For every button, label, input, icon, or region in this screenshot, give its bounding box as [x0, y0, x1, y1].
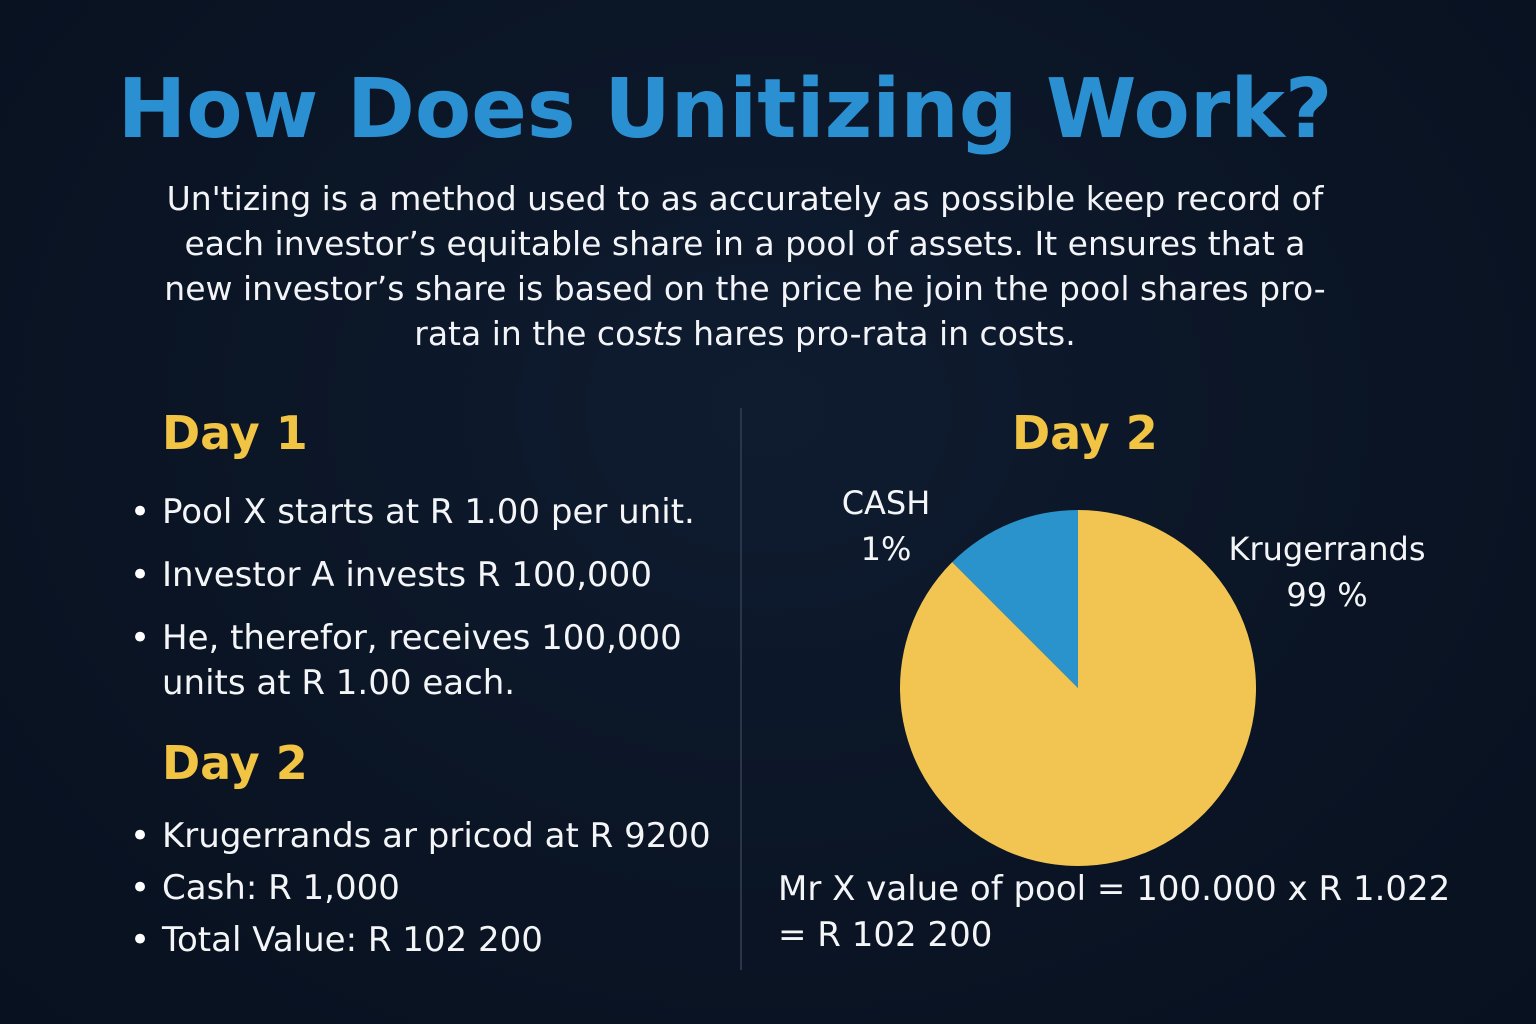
day2-bullet-1: Krugerrands ar pricod at R 9200: [130, 814, 730, 859]
pie-slice-cash: [952, 510, 1078, 688]
column-divider: [740, 408, 742, 970]
slice-label-krugerrands: Krugerrands 99 %: [1222, 526, 1432, 618]
day1-bullet-1: Pool X starts at R 1.00 per unit.: [130, 490, 720, 535]
day2-heading-left: Day 2: [162, 736, 308, 790]
pool-value-note: Mr X value of pool = 100.000 x R 1.022 =…: [778, 869, 1451, 955]
page-title: How Does Unitizing Work?: [117, 62, 1333, 157]
pie-slice-krugerrands: [899, 510, 1256, 866]
slice-label-cash: CASH 1%: [828, 480, 944, 572]
slice-percent-krugerrands: 99 %: [1286, 576, 1368, 614]
day1-bullet-list: Pool X starts at R 1.00 per unit. Invest…: [130, 490, 720, 706]
intro-text-italic: sts: [635, 314, 683, 353]
day2-heading-right: Day 2: [1012, 406, 1158, 460]
slice-name-krugerrands: Krugerrands: [1228, 530, 1426, 568]
day2-bullet-list: Krugerrands ar pricod at R 9200 Cash: R …: [130, 814, 730, 963]
slice-name-cash: CASH: [841, 484, 931, 522]
day2-bullet-2: Cash: R 1,000: [130, 866, 730, 911]
intro-text-start: Un'tizing is a method used to as accurat…: [164, 179, 1326, 353]
day1-heading: Day 1: [162, 406, 308, 460]
day2-bullet-3: Total Value: R 102 200: [130, 918, 730, 963]
intro-text-end: hares pro-rata in costs.: [682, 314, 1076, 353]
intro-paragraph: Un'tizing is a method used to as accurat…: [150, 176, 1340, 356]
slice-percent-cash: 1%: [860, 530, 912, 568]
day1-bullet-3: He, therefor, receives 100,000 units at …: [130, 616, 720, 706]
day1-bullet-2: Investor A invests R 100,000: [130, 553, 720, 598]
